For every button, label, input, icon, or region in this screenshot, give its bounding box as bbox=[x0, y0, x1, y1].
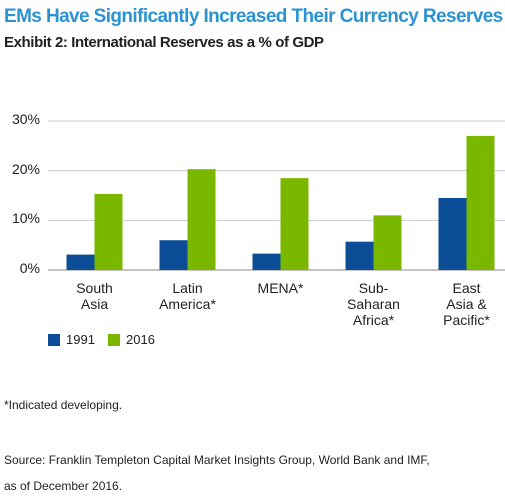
bar bbox=[280, 178, 309, 270]
legend-label: 1991 bbox=[66, 332, 95, 347]
x-tick-label: Latin America* bbox=[159, 280, 216, 312]
bar bbox=[187, 169, 216, 270]
y-tick-label: 30% bbox=[11, 111, 40, 127]
bar bbox=[66, 254, 95, 270]
x-tick-label: MENA* bbox=[257, 280, 304, 296]
legend-swatch bbox=[108, 334, 120, 346]
bar bbox=[345, 241, 374, 270]
bar bbox=[159, 240, 188, 270]
chart-title: EMs Have Significantly Increased Their C… bbox=[4, 6, 503, 27]
bar bbox=[438, 197, 467, 270]
x-tick-label: East Asia & Pacific* bbox=[443, 280, 490, 328]
source: Source: Franklin Templeton Capital Marke… bbox=[4, 453, 430, 493]
bar bbox=[466, 135, 495, 270]
y-tick-label: 10% bbox=[11, 210, 40, 227]
y-tick-label: 0% bbox=[19, 260, 40, 276]
y-tick-label: 20% bbox=[11, 160, 40, 177]
bar bbox=[252, 253, 281, 270]
x-tick-label: South Asia bbox=[76, 280, 113, 312]
chart-subtitle: Exhibit 2: International Reserves as a %… bbox=[4, 34, 324, 51]
x-tick-label: Sub- Saharan Africa* bbox=[347, 280, 400, 328]
footnote: *Indicated developing. bbox=[4, 398, 123, 412]
bar bbox=[94, 194, 123, 270]
legend-swatch bbox=[48, 334, 60, 346]
bar bbox=[373, 215, 402, 270]
legend-label: 2016 bbox=[126, 332, 155, 347]
